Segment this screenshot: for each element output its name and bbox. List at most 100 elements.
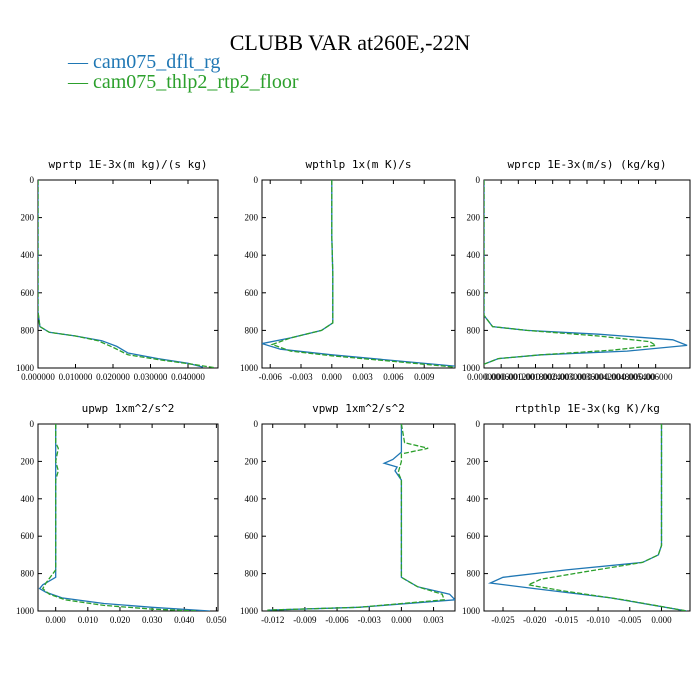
panel-4: upwp 1xm^2/s^2 0 200 400 600 800 1000 0.000 0.01… bbox=[16, 402, 227, 625]
x-tick-label: -0.006 bbox=[325, 615, 349, 625]
series-line-1 bbox=[487, 424, 687, 611]
x-tick-label: -0.012 bbox=[261, 615, 284, 625]
y-tick-label: 800 bbox=[21, 569, 35, 579]
panel-title: vpwp 1xm^2/s^2 bbox=[312, 402, 405, 415]
legend-label-2: cam075_thlp2_rtp2_floor bbox=[93, 71, 299, 93]
y-tick-label: 400 bbox=[467, 250, 481, 260]
x-tick-label: 0.000 bbox=[46, 615, 67, 625]
y-tick-label: 400 bbox=[21, 250, 35, 260]
series-line-1 bbox=[38, 424, 211, 611]
x-tick-label: -0.005 bbox=[618, 615, 642, 625]
x-tick-label: 0.003 bbox=[423, 615, 444, 625]
x-tick-label: 0.000000 bbox=[467, 372, 501, 382]
y-tick-label: 600 bbox=[467, 531, 481, 541]
y-tick-label: 0 bbox=[476, 175, 481, 185]
plot-frame bbox=[483, 179, 691, 369]
figure-title: CLUBB VAR at260E,-22N bbox=[229, 30, 471, 55]
y-tick-label: 200 bbox=[245, 213, 259, 223]
y-tick-label: 600 bbox=[467, 288, 481, 298]
x-tick-label: 0.000 bbox=[651, 615, 672, 625]
x-tick-label: 0.050 bbox=[206, 615, 227, 625]
x-tick-label: 0.020 bbox=[110, 615, 131, 625]
x-tick-label: -0.006 bbox=[259, 372, 283, 382]
panel-6: rtpthlp 1E-3x(kg K)/kg02004006008001000-… bbox=[462, 402, 691, 625]
legend-label-1: cam075_dflt_rg bbox=[93, 51, 221, 73]
x-tick-label: 0.040 bbox=[174, 615, 195, 625]
y-tick-label: 400 bbox=[21, 494, 35, 504]
x-tick-label: -0.020 bbox=[523, 615, 547, 625]
series-line-1 bbox=[262, 180, 455, 367]
x-tick-label: 0.030 bbox=[142, 615, 163, 625]
series-line-1 bbox=[38, 180, 204, 368]
y-tick-label: 400 bbox=[245, 250, 259, 260]
x-tick-label: 0.020000 bbox=[96, 372, 130, 382]
x-tick-label: 0.009 bbox=[414, 372, 435, 382]
x-tick-label: 0.030000 bbox=[134, 372, 168, 382]
y-tick-label: 800 bbox=[21, 325, 35, 335]
series-line-2 bbox=[38, 180, 215, 368]
panel-1: wprtp 1E-3x(m kg)/(s kg) 0 200 400 600 800 100… bbox=[16, 158, 219, 382]
x-tick-label: 0.000 bbox=[391, 615, 412, 625]
x-tick-label: -0.025 bbox=[491, 615, 515, 625]
x-tick-label: 0.003 bbox=[352, 372, 373, 382]
y-tick-label: 200 bbox=[21, 213, 35, 223]
panel-5: vpwp 1xm^2/s^2 0 200 400 600 800 1000-0.012 -0.… bbox=[240, 402, 456, 625]
y-tick-label: 1000 bbox=[462, 363, 481, 373]
series-line-2 bbox=[41, 424, 198, 611]
legend: — cam075_dflt_rg — cam075_thlp2_rtp2_flo… bbox=[68, 52, 299, 92]
y-tick-label: 200 bbox=[467, 456, 481, 466]
y-tick-label: 800 bbox=[245, 569, 259, 579]
legend-line-2: — bbox=[68, 71, 93, 93]
y-tick-label: 800 bbox=[467, 569, 481, 579]
y-tick-label: 1000 bbox=[240, 606, 259, 616]
y-tick-label: 0 bbox=[254, 419, 259, 429]
y-tick-label: 200 bbox=[245, 456, 259, 466]
y-tick-label: 400 bbox=[467, 494, 481, 504]
panel-3: wprcp 1E-3x(m/s) (kg/kg) 0 200 400 600 800 100… bbox=[462, 158, 691, 382]
y-tick-label: 0 bbox=[476, 419, 481, 429]
y-tick-label: 600 bbox=[245, 288, 259, 298]
y-tick-label: 600 bbox=[245, 531, 259, 541]
y-tick-label: 400 bbox=[245, 494, 259, 504]
plot-frame bbox=[483, 423, 691, 612]
y-tick-label: 800 bbox=[467, 325, 481, 335]
x-tick-label: 0.003000 bbox=[553, 372, 587, 382]
x-tick-label: 0.003600 bbox=[570, 372, 604, 382]
x-tick-label: 0.004800 bbox=[604, 372, 638, 382]
x-tick-label: 0.010 bbox=[78, 615, 99, 625]
y-tick-label: 1000 bbox=[16, 606, 35, 616]
y-tick-label: 200 bbox=[21, 456, 35, 466]
panel-title: rtpthlp 1E-3x(kg K)/kg bbox=[514, 402, 660, 415]
x-tick-label: 0.000600 bbox=[484, 372, 518, 382]
panel-title: wprtp 1E-3x(m kg)/(s kg) bbox=[49, 158, 208, 171]
legend-entry-1: — cam075_dflt_rg bbox=[68, 52, 299, 72]
y-tick-label: 800 bbox=[245, 325, 259, 335]
y-tick-label: 0 bbox=[30, 419, 35, 429]
y-tick-label: 0 bbox=[254, 175, 259, 185]
panel-title: wprcp 1E-3x(m/s) (kg/kg) bbox=[508, 158, 667, 171]
legend-line-1: — bbox=[68, 51, 93, 73]
y-tick-label: 600 bbox=[21, 531, 35, 541]
x-tick-label: -0.009 bbox=[293, 615, 317, 625]
x-tick-label: 0.006 bbox=[383, 372, 404, 382]
x-tick-label: -0.003 bbox=[289, 372, 313, 382]
series-line-1 bbox=[484, 180, 688, 365]
x-tick-label: 0.004200 bbox=[587, 372, 621, 382]
x-tick-label: -0.003 bbox=[358, 615, 382, 625]
x-tick-label: 0.005400 bbox=[622, 372, 656, 382]
legend-entry-2: — cam075_thlp2_rtp2_floor bbox=[68, 72, 299, 92]
x-tick-label: -0.015 bbox=[555, 615, 579, 625]
y-tick-label: 1000 bbox=[16, 363, 35, 373]
plot-frame bbox=[37, 423, 219, 612]
panel-2: wpthlp 1x(m K)/s 0 200 400 600 800 1000-0.006-… bbox=[240, 158, 456, 382]
plot-frame bbox=[37, 179, 219, 369]
series-line-1 bbox=[267, 424, 455, 611]
x-tick-label: 0.001800 bbox=[519, 372, 553, 382]
y-tick-label: 1000 bbox=[462, 606, 481, 616]
series-line-2 bbox=[526, 424, 687, 611]
series-line-2 bbox=[267, 424, 446, 611]
y-tick-label: 200 bbox=[467, 213, 481, 223]
x-tick-label: 0.006000 bbox=[639, 372, 673, 382]
plot-frame bbox=[261, 179, 456, 369]
